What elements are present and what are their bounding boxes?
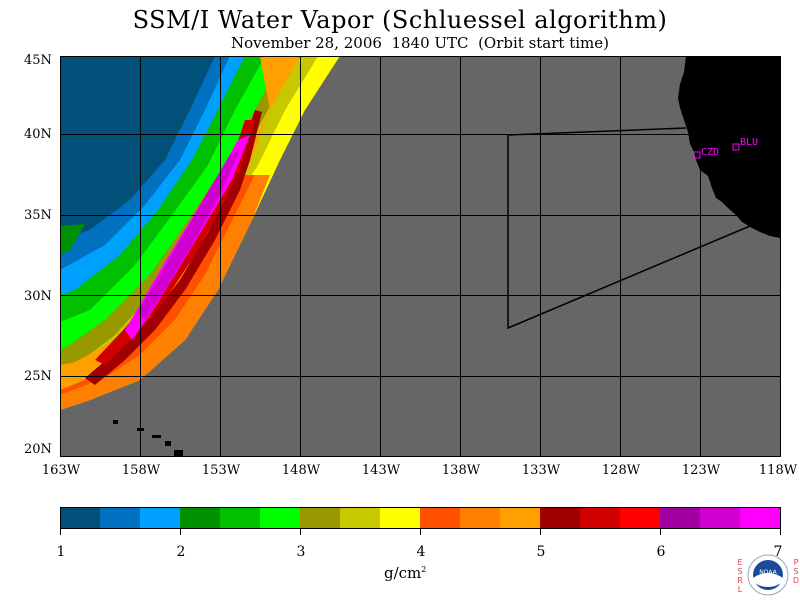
lon-label-163w: 163W bbox=[41, 463, 81, 478]
station-label-czd: CZD bbox=[701, 147, 720, 158]
colorbar-cell bbox=[540, 508, 581, 528]
colorbar-cell bbox=[220, 508, 261, 528]
colorbar-units: g/cm2 bbox=[384, 564, 426, 582]
colorbar-label-1: 1 bbox=[56, 544, 66, 560]
lon-label-153w: 153W bbox=[201, 463, 241, 478]
colorbar-cell bbox=[700, 508, 741, 528]
vapor-band-brightgreen bbox=[60, 56, 265, 322]
colorbar-cell bbox=[340, 508, 381, 528]
lon-label-138w: 138W bbox=[441, 463, 481, 478]
colorbar-cell bbox=[460, 508, 501, 528]
vapor-band-lightorange bbox=[60, 56, 300, 390]
colorbar-cell bbox=[140, 508, 181, 528]
lat-label-30n: 30N bbox=[24, 289, 52, 304]
units-base: g/cm bbox=[384, 564, 422, 582]
island-hawaii bbox=[174, 450, 183, 456]
colorbar-cell bbox=[380, 508, 421, 528]
lon-label-143w: 143W bbox=[361, 463, 401, 478]
colorbar-border bbox=[60, 507, 781, 529]
colorbar-cell bbox=[300, 508, 341, 528]
map-field bbox=[60, 56, 780, 456]
graticule bbox=[60, 56, 780, 456]
island-kauai bbox=[113, 420, 118, 424]
lon-label-158w: 158W bbox=[121, 463, 161, 478]
model-domain-outline bbox=[507, 127, 751, 330]
colorbar-label-2: 2 bbox=[176, 544, 186, 560]
station-label-blu: BLU bbox=[740, 137, 759, 148]
credit-letter: E bbox=[737, 558, 743, 567]
colorbar-label-3: 3 bbox=[296, 544, 306, 560]
lon-label-133w: 133W bbox=[521, 463, 561, 478]
island-maui bbox=[165, 441, 171, 446]
colorbar-cell bbox=[260, 508, 301, 528]
credit-letter: R bbox=[737, 576, 743, 585]
vapor-band-purple bbox=[138, 150, 240, 320]
noaa-logo: NOAA bbox=[747, 554, 789, 596]
credit-letter: L bbox=[737, 585, 743, 594]
island-molokai-maui bbox=[152, 435, 161, 438]
noaa-logo-text: NOAA bbox=[759, 569, 777, 576]
colorbar-label-6: 6 bbox=[656, 544, 666, 560]
land-california bbox=[678, 56, 780, 238]
colorbar bbox=[60, 507, 781, 535]
colorbar-cell bbox=[740, 508, 781, 528]
lat-label-35n: 35N bbox=[24, 208, 52, 223]
colorbar-cell bbox=[60, 508, 101, 528]
colorbar-cell bbox=[100, 508, 141, 528]
lat-label-40n: 40N bbox=[24, 127, 52, 142]
colorbar-ticks bbox=[60, 529, 781, 535]
vapor-band-lime bbox=[60, 56, 285, 350]
colorbar-cell bbox=[500, 508, 541, 528]
colorbar-label-5: 5 bbox=[536, 544, 546, 560]
lat-label-25n: 25N bbox=[24, 369, 52, 384]
colorbar-cell bbox=[580, 508, 621, 528]
credit-letter: S bbox=[737, 567, 743, 576]
lat-label-45n: 45N bbox=[24, 53, 52, 68]
lon-label-123w: 123W bbox=[681, 463, 721, 478]
vapor-band-green bbox=[60, 224, 85, 255]
units-exponent: 2 bbox=[421, 565, 427, 574]
credit-letter: P bbox=[793, 558, 799, 567]
lon-label-118w: 118W bbox=[758, 463, 798, 478]
colorbar-cell bbox=[660, 508, 701, 528]
map-subtitle: November 28, 2006 1840 UTC (Orbit start … bbox=[230, 34, 609, 52]
colorbar-cell bbox=[420, 508, 461, 528]
station-marker-blu bbox=[732, 143, 740, 151]
credit-letter: D bbox=[792, 576, 800, 585]
colorbar-cell bbox=[620, 508, 661, 528]
station-marker-czd bbox=[693, 151, 701, 159]
vapor-band-orange bbox=[60, 175, 270, 410]
vapor-band-navy bbox=[60, 56, 215, 240]
map-title: SSM/I Water Vapor (Schluessel algorithm) bbox=[132, 6, 668, 34]
colorbar-label-4: 4 bbox=[416, 544, 426, 560]
map-border bbox=[60, 56, 781, 457]
vapor-band-lightblue bbox=[60, 56, 245, 295]
colorbar-label-7: 7 bbox=[773, 544, 783, 560]
lon-label-148w: 148W bbox=[281, 463, 321, 478]
vapor-band-blue bbox=[60, 56, 230, 270]
lon-label-128w: 128W bbox=[601, 463, 641, 478]
vapor-band-yellow bbox=[60, 56, 340, 410]
credit-letter: S bbox=[793, 567, 799, 576]
colorbar-cell bbox=[180, 508, 221, 528]
lat-label-20n: 20N bbox=[24, 442, 52, 457]
